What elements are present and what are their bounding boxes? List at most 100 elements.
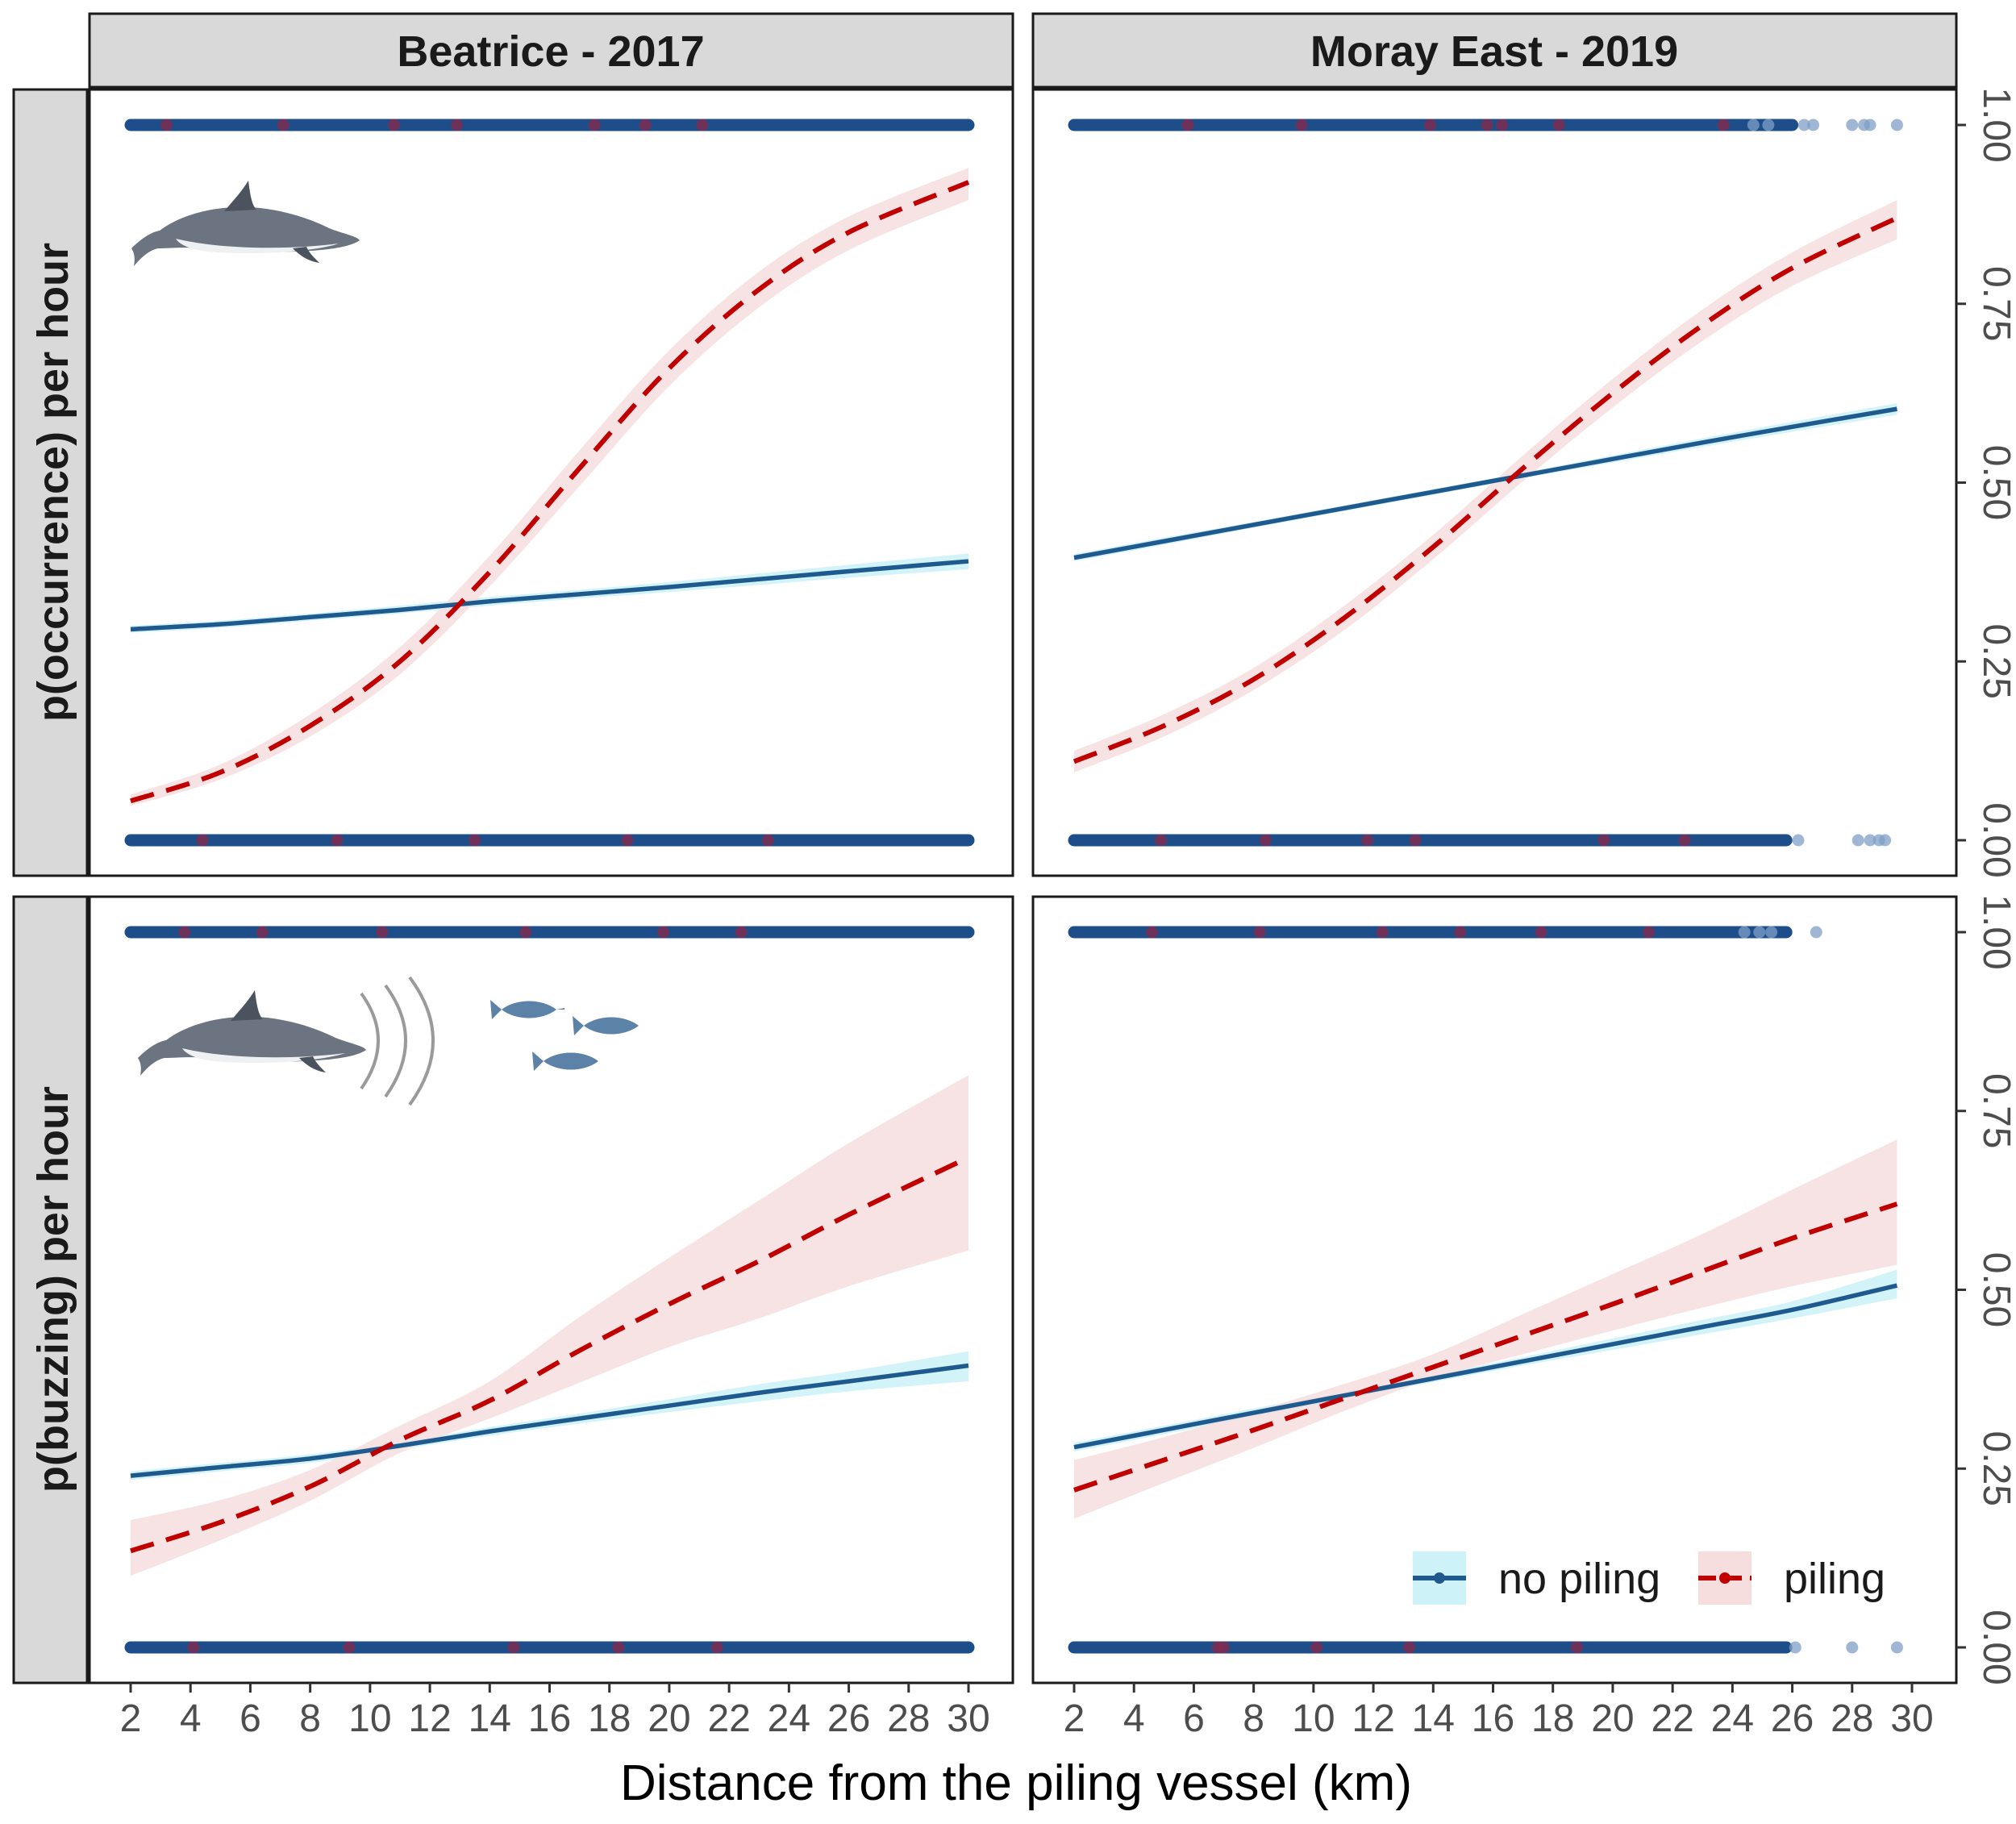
- y-tick-label: 1.00: [1975, 87, 2016, 162]
- raw-point-piling: [1597, 834, 1610, 847]
- raw-point-piling: [1481, 119, 1493, 131]
- raw-point-no-piling: [1792, 834, 1805, 847]
- row-strip-occurrence: [12, 88, 89, 877]
- panel-moray-occurrence: [1031, 88, 1958, 877]
- y-tick-label: 0.75: [1975, 1073, 2016, 1148]
- raw-point-piling: [160, 119, 173, 131]
- column-strip-beatrice: [88, 12, 1014, 89]
- x-tick-label: 12: [408, 1697, 451, 1740]
- x-tick-label: 4: [180, 1697, 202, 1740]
- raw-point-no-piling: [1890, 119, 1903, 131]
- y-tick-label: 0.50: [1975, 1252, 2016, 1327]
- raw-point-piling: [1717, 119, 1730, 131]
- raw-point-piling: [612, 1641, 625, 1654]
- x-tick-label: 28: [1831, 1697, 1873, 1740]
- raw-point-no-piling: [1879, 834, 1892, 847]
- raw-point-piling: [1570, 1641, 1583, 1654]
- raw-point-piling: [277, 119, 289, 131]
- y-tick-label: 0.00: [1975, 1610, 2016, 1684]
- x-tick-label: 18: [588, 1697, 631, 1740]
- raw-point-no-piling: [1851, 834, 1864, 847]
- legend: no piling piling: [1413, 1551, 1885, 1605]
- x-tick-label: 4: [1123, 1697, 1145, 1740]
- row-title-buzzing: p(buzzing) per hour: [29, 1086, 77, 1493]
- raw-point-piling: [657, 926, 670, 939]
- series-line-no-piling: [1073, 406, 1897, 560]
- x-tick-label: 22: [1651, 1697, 1693, 1740]
- x-tick-label: 10: [1292, 1697, 1335, 1740]
- raw-point-piling: [1155, 834, 1168, 847]
- raw-point-no-piling: [1810, 926, 1822, 939]
- raw-point-piling: [710, 1641, 723, 1654]
- y-tick-label: 0.50: [1975, 445, 2016, 520]
- legend-label-no-piling: no piling: [1498, 1555, 1660, 1603]
- row-title-occurrence: p(occurrence) per hour: [29, 243, 77, 722]
- raw-point-piling: [450, 119, 463, 131]
- x-tick-label: 26: [1771, 1697, 1814, 1740]
- x-tick-label: 20: [648, 1697, 690, 1740]
- x-tick-label: 14: [1412, 1697, 1455, 1740]
- raw-point-piling: [1376, 926, 1389, 939]
- porpoise-icon: [138, 990, 366, 1076]
- raw-point-piling: [1218, 1641, 1231, 1654]
- raw-point-piling: [1403, 1641, 1416, 1654]
- x-tick-label: 2: [1064, 1697, 1085, 1740]
- raw-point-piling: [1253, 926, 1266, 939]
- raw-point-no-piling: [1807, 119, 1820, 131]
- ci-band-piling: [131, 168, 968, 806]
- sonar-arcs-icon: [360, 976, 435, 1106]
- raw-point-piling: [256, 926, 269, 939]
- raw-point-no-piling: [1747, 119, 1760, 131]
- column-strip-moray-east: [1031, 12, 1958, 89]
- x-tick-label: 6: [240, 1697, 261, 1740]
- ci-band-piling: [131, 1075, 968, 1576]
- panel-moray-buzzing: [1031, 895, 1958, 1684]
- raw-point-no-piling: [1864, 119, 1876, 131]
- raw-point-piling: [507, 1641, 520, 1654]
- column-title-moray-east: Moray East - 2019: [1310, 27, 1678, 76]
- y-tick-label: 0.25: [1975, 1431, 2016, 1506]
- column-title-beatrice: Beatrice - 2017: [397, 27, 704, 76]
- raw-point-piling: [1642, 926, 1655, 939]
- y-axis-right-bottom: 0.00 0.25 0.50 0.75 1.00: [1956, 894, 2016, 1685]
- raw-point-piling: [1424, 119, 1437, 131]
- porpoise-icon: [131, 181, 360, 266]
- raw-point-piling: [469, 834, 481, 847]
- x-tick-label: 6: [1183, 1697, 1205, 1740]
- legend-point-no-piling: [1434, 1572, 1445, 1584]
- raw-point-no-piling: [1797, 119, 1810, 131]
- raw-point-piling: [1678, 834, 1691, 847]
- legend-point-piling: [1719, 1572, 1731, 1584]
- x-tick-label: 16: [528, 1697, 571, 1740]
- y-tick-label: 0.75: [1975, 266, 2016, 341]
- x-tick-label: 26: [827, 1697, 870, 1740]
- raw-point-piling: [1552, 119, 1565, 131]
- raw-point-piling: [621, 834, 634, 847]
- series-line-no-piling: [130, 1363, 969, 1478]
- raw-point-piling: [1496, 119, 1509, 131]
- raw-point-piling: [331, 834, 344, 847]
- raw-point-piling: [388, 119, 401, 131]
- ci-band-piling: [1074, 1139, 1897, 1519]
- raw-point-piling: [761, 834, 774, 847]
- raw-point-piling: [1145, 926, 1158, 939]
- raw-point-piling: [196, 834, 209, 847]
- raw-point-no-piling: [1846, 119, 1859, 131]
- series-line-no-piling: [1073, 1283, 1898, 1450]
- series-line-piling: [130, 180, 970, 804]
- row-strip-buzzing: [12, 895, 89, 1684]
- y-axis-right-top: 0.00 0.25 0.50 0.75 1.00: [1956, 87, 2016, 878]
- raw-point-piling: [1310, 1641, 1323, 1654]
- x-tick-label: 22: [707, 1697, 750, 1740]
- x-axis-right: 2 4 6 8 10 12 14 16 18 20 22 24 26 28 30: [1064, 1683, 1934, 1740]
- x-tick-label: 18: [1531, 1697, 1574, 1740]
- raw-point-piling: [735, 926, 748, 939]
- legend-label-piling: piling: [1784, 1555, 1885, 1603]
- raw-point-no-piling: [1789, 1641, 1801, 1654]
- x-tick-label: 8: [1243, 1697, 1264, 1740]
- x-tick-label: 30: [947, 1697, 989, 1740]
- raw-point-no-piling: [1890, 1641, 1903, 1654]
- raw-point-piling: [1259, 834, 1272, 847]
- raw-point-no-piling: [1762, 119, 1775, 131]
